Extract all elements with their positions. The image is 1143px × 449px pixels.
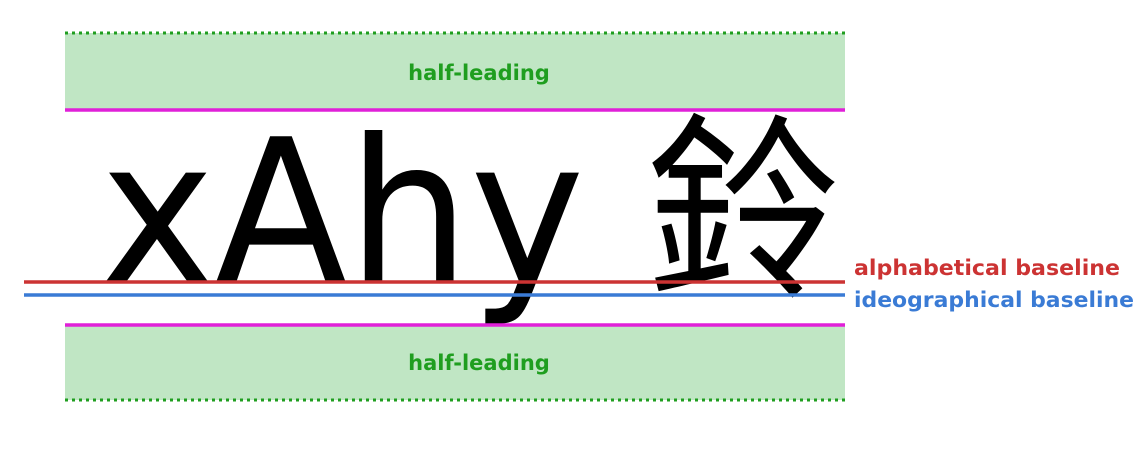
sample-text: xAhy 鈴 <box>100 97 840 330</box>
alphabetical-baseline-label: alphabetical baseline <box>854 256 1120 280</box>
top-half-leading-band <box>65 33 845 110</box>
bottom-half-leading-label: half-leading <box>408 351 550 375</box>
ideographical-baseline-label: ideographical baseline <box>854 288 1134 312</box>
top-half-leading-label: half-leading <box>408 61 550 85</box>
bottom-half-leading-band <box>65 325 845 400</box>
